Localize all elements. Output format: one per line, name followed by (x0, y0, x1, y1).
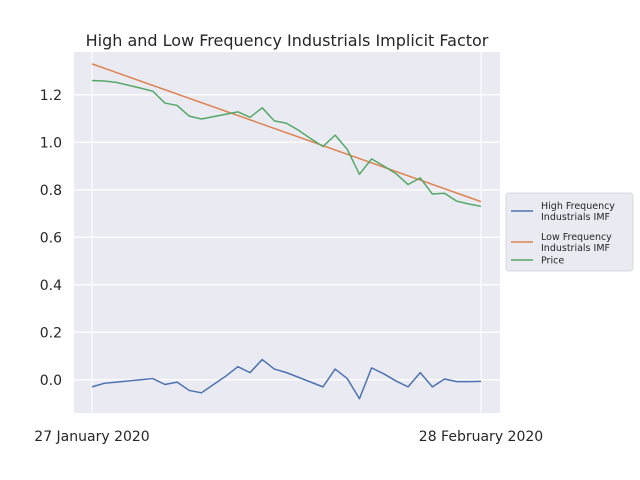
legend-label: Low Frequency (541, 232, 612, 243)
y-tick-label: 0.0 (40, 373, 62, 389)
series-line-1 (91, 63, 482, 203)
x-tick-label: 28 February 2020 (419, 429, 543, 445)
legend-label: Industrials IMF (541, 212, 610, 223)
y-tick-label: 0.6 (40, 230, 62, 246)
y-tick-label: 0.4 (40, 278, 62, 294)
x-axis-ticks: 27 January 2020 28 February 2020 (34, 429, 543, 445)
x-tick-label: 27 January 2020 (34, 429, 149, 445)
y-tick-label: 1.0 (40, 135, 62, 151)
legend-label: Price (541, 256, 564, 267)
legend-label: Industrials IMF (541, 243, 610, 254)
plot-area (74, 52, 500, 413)
grid (74, 52, 500, 413)
y-tick-label: 0.8 (40, 183, 62, 199)
y-axis-ticks: 0.0 0.2 0.4 0.6 0.8 1.0 1.2 (40, 88, 62, 389)
legend-label: High Frequency (541, 201, 615, 212)
y-tick-label: 0.2 (40, 325, 62, 341)
series-line-0 (91, 358, 482, 400)
series-line-2 (91, 79, 482, 208)
legend-box (505, 192, 634, 272)
series-layer (91, 63, 482, 400)
chart-title: High and Low Frequency Industrials Impli… (86, 31, 489, 50)
y-tick-label: 1.2 (40, 88, 62, 104)
